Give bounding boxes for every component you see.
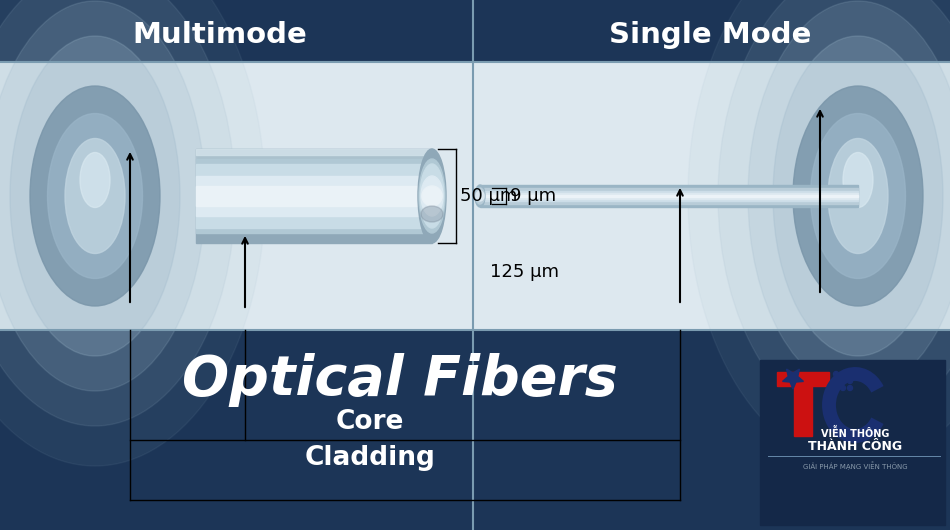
Bar [480,193,858,199]
Text: Core: Core [335,409,404,435]
Ellipse shape [421,176,443,216]
Bar [196,149,432,161]
Bar [196,159,432,233]
Bar [196,176,432,216]
Ellipse shape [30,86,160,306]
Bar [760,360,945,525]
Circle shape [847,378,852,384]
Ellipse shape [65,138,125,253]
Bar [777,372,829,386]
Text: 50 μm: 50 μm [460,187,518,205]
Bar [0,0,950,62]
Bar [0,62,950,330]
Text: Single Mode: Single Mode [609,21,811,49]
Ellipse shape [475,185,485,207]
Bar [196,149,432,155]
Polygon shape [783,369,804,389]
Ellipse shape [420,164,444,228]
Ellipse shape [476,188,484,204]
Bar [196,149,432,243]
Ellipse shape [828,138,888,253]
Ellipse shape [80,153,110,208]
Ellipse shape [10,36,180,356]
Text: THÀNH CÔNG: THÀNH CÔNG [808,440,902,454]
Circle shape [841,372,846,376]
Ellipse shape [0,0,235,426]
Circle shape [833,378,839,384]
Circle shape [847,372,852,376]
Ellipse shape [748,1,950,391]
Bar [480,185,858,207]
Text: VIỄN THÔNG: VIỄN THÔNG [821,427,889,439]
Text: 125 μm: 125 μm [490,263,559,281]
Ellipse shape [421,206,443,222]
Ellipse shape [422,186,442,206]
Ellipse shape [419,159,445,233]
Ellipse shape [793,86,923,306]
Bar [480,188,858,204]
Text: Optical Fibers: Optical Fibers [182,353,618,407]
Text: Multimode: Multimode [133,21,308,49]
Ellipse shape [418,149,446,243]
Circle shape [841,385,846,391]
Ellipse shape [476,191,484,201]
Circle shape [833,372,839,376]
Bar [794,386,812,436]
Bar [196,186,432,206]
Ellipse shape [0,0,265,466]
Ellipse shape [688,0,950,466]
Ellipse shape [843,153,873,208]
Ellipse shape [773,36,943,356]
Circle shape [833,385,839,391]
Ellipse shape [810,113,905,278]
Text: GIẢI PHÁP MẠNG VIỄN THÔNG: GIẢI PHÁP MẠNG VIỄN THÔNG [803,462,907,470]
Circle shape [847,385,852,391]
Text: 9 μm: 9 μm [510,187,556,205]
Bar [0,330,950,530]
Ellipse shape [718,0,950,426]
Text: Cladding: Cladding [305,445,435,471]
Ellipse shape [0,1,205,391]
Circle shape [841,378,846,384]
Bar [480,195,858,197]
Bar [480,191,858,201]
Bar [196,164,432,228]
Ellipse shape [48,113,142,278]
